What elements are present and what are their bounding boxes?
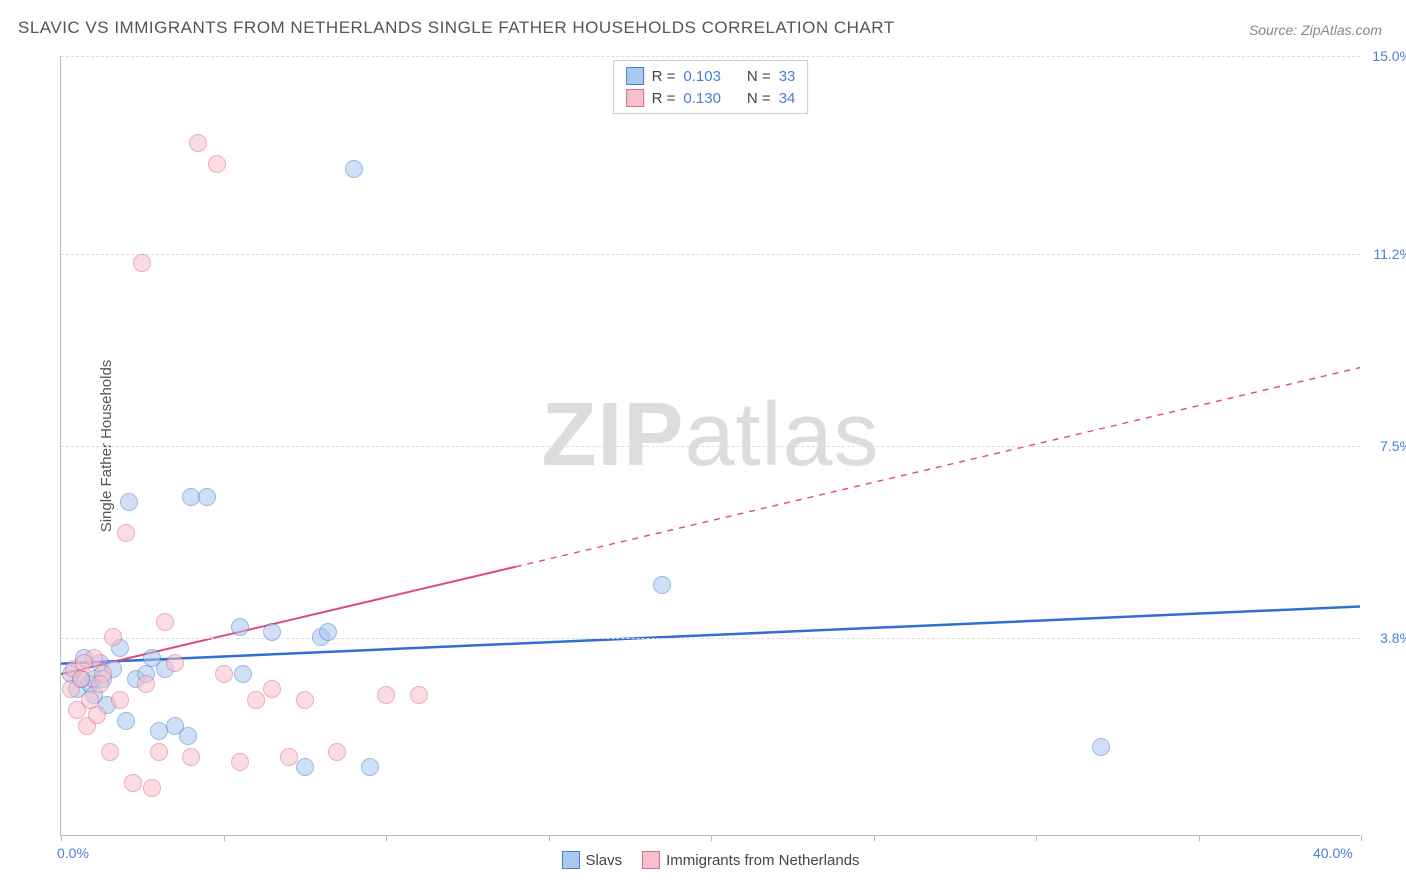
data-point [280, 748, 298, 766]
x-tick-mark [711, 835, 712, 841]
legend-swatch [626, 89, 644, 107]
legend-r-label: R = [652, 90, 676, 107]
y-tick-label: 11.2% [1373, 246, 1406, 262]
watermark: ZIPatlas [541, 384, 879, 487]
data-point [328, 743, 346, 761]
data-point [377, 686, 395, 704]
data-point [296, 758, 314, 776]
data-point [179, 727, 197, 745]
data-point [104, 628, 122, 646]
data-point [133, 254, 151, 272]
data-point [137, 675, 155, 693]
y-tick-label: 7.5% [1380, 438, 1406, 454]
x-tick-mark [874, 835, 875, 841]
data-point [156, 613, 174, 631]
legend-r-label: R = [652, 68, 676, 85]
legend-row: R = 0.103 N = 33 [622, 65, 800, 87]
gridline [61, 446, 1360, 447]
data-point [410, 686, 428, 704]
data-point [143, 649, 161, 667]
plot-area: ZIPatlas R =0.103N =33R =0.130N =34 Slav… [60, 56, 1360, 836]
data-point [263, 680, 281, 698]
gridline [61, 56, 1360, 57]
legend-row: R = 0.130 N = 34 [622, 87, 800, 109]
data-point [189, 134, 207, 152]
data-point [653, 576, 671, 594]
data-point [120, 493, 138, 511]
legend-n-label: N = [747, 68, 771, 85]
data-point [72, 670, 90, 688]
data-point [111, 691, 129, 709]
data-point [296, 691, 314, 709]
legend-item: Slavs [561, 851, 622, 869]
data-point [231, 753, 249, 771]
legend-r-value: 0.130 [683, 90, 721, 107]
legend-n-label: N = [747, 90, 771, 107]
data-point [345, 160, 363, 178]
legend-r-value: 0.103 [683, 68, 721, 85]
x-tick-label: 0.0% [57, 845, 89, 861]
chart-container: SLAVIC VS IMMIGRANTS FROM NETHERLANDS SI… [0, 0, 1406, 892]
legend-swatch [626, 67, 644, 85]
correlation-legend: R = 0.103 N = 33 R = 0.130 N = 34 [613, 60, 809, 114]
data-point [117, 524, 135, 542]
x-tick-mark [1361, 835, 1362, 841]
data-point [208, 155, 226, 173]
x-tick-mark [549, 835, 550, 841]
data-point [117, 712, 135, 730]
x-tick-mark [1199, 835, 1200, 841]
y-tick-label: 15.0% [1372, 48, 1406, 64]
data-point [198, 488, 216, 506]
data-point [319, 623, 337, 641]
source-label: Source: ZipAtlas.com [1249, 22, 1382, 38]
legend-series-name: Immigrants from Netherlands [666, 852, 859, 869]
data-point [1092, 738, 1110, 756]
x-tick-mark [224, 835, 225, 841]
data-point [143, 779, 161, 797]
legend-swatch [561, 851, 579, 869]
data-point [88, 706, 106, 724]
chart-title: SLAVIC VS IMMIGRANTS FROM NETHERLANDS SI… [18, 18, 895, 38]
legend-series-name: Slavs [585, 852, 622, 869]
legend-n-value: 33 [779, 68, 796, 85]
data-point [361, 758, 379, 776]
data-point [215, 665, 233, 683]
data-point [81, 691, 99, 709]
data-point [234, 665, 252, 683]
data-point [166, 654, 184, 672]
legend-item: Immigrants from Netherlands [642, 851, 859, 869]
data-point [150, 743, 168, 761]
data-point [75, 654, 93, 672]
x-tick-label: 40.0% [1313, 845, 1353, 861]
legend-n-value: 34 [779, 90, 796, 107]
x-tick-mark [1036, 835, 1037, 841]
gridline [61, 638, 1360, 639]
data-point [101, 743, 119, 761]
data-point [231, 618, 249, 636]
y-tick-label: 3.8% [1380, 630, 1406, 646]
series-legend: Slavs Immigrants from Netherlands [561, 851, 859, 869]
data-point [247, 691, 265, 709]
legend-swatch [642, 851, 660, 869]
data-point [182, 748, 200, 766]
x-tick-mark [61, 835, 62, 841]
data-point [263, 623, 281, 641]
data-point [124, 774, 142, 792]
x-tick-mark [386, 835, 387, 841]
gridline [61, 254, 1360, 255]
